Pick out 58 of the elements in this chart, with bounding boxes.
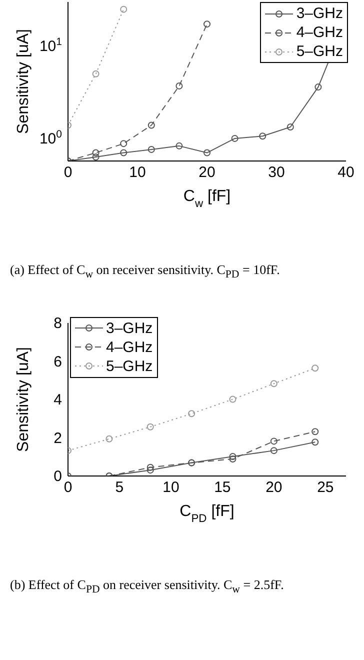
point [106,434,113,442]
y-axis-title: Sensitivity [uA] [15,346,32,452]
point [92,153,100,160]
point [229,452,236,460]
point [146,463,154,470]
x-tick-label: 20 [198,164,216,181]
x-tick-label: 40 [338,164,354,181]
point [120,140,128,148]
x-axis-title: C$_{w}$ [fF] [183,188,231,210]
point [229,455,236,462]
y-tick-label: 6 [54,352,62,370]
x-tick-label: 15 [214,478,231,496]
y-axis-title: Sensitivity [uA] [15,29,32,134]
point [176,82,183,90]
y-tick-label: 10$^{1}$ [39,36,62,56]
point [270,437,278,444]
legend-label: 5–GHz [296,43,343,60]
point [146,422,154,430]
point [286,124,294,131]
x-tick-label: 30 [268,164,285,181]
y-tick-label: 10$^{0}$ [39,128,62,148]
point [204,149,210,156]
point [120,149,128,156]
y-tick-label: 2 [54,429,62,446]
point [204,20,210,28]
y-tick-label: 4 [54,391,62,408]
x-tick-label: 5 [115,478,124,496]
point [270,380,278,387]
legend-label: 4–GHz [106,338,153,356]
x-tick-label: 25 [317,478,334,496]
point [312,428,319,435]
point [120,6,128,13]
x-tick-label: 20 [266,478,282,496]
text: (b) Effect of C$_{PD}$ on receiver sensitivity. C$_{w}$ = 2.5fF. [9,576,285,596]
legend-label: 5–GHz [106,358,153,375]
x-tick-label: 10 [129,164,146,181]
point [314,84,322,91]
point [270,446,278,454]
point [148,146,155,153]
point [148,122,155,129]
legend-label: 4–GHz [296,24,343,41]
x-axis-title: C$_{PD}$ [fF] [180,502,234,525]
point [92,149,100,156]
legend-label: 3–GHz [106,320,153,337]
point [176,142,183,150]
point [259,132,266,140]
legend-label: 3–GHz [296,5,343,22]
point [188,410,196,417]
point [312,438,319,446]
point [229,395,236,402]
point [146,466,154,474]
y-tick-label: 0 [54,468,62,485]
point [231,134,238,142]
x-tick-label: 10 [162,478,180,496]
point [312,364,319,372]
text: (a) Effect of C$_{w}$ on receiver sensitivity. C$_{PD}$ = 10fF. [9,262,281,281]
y-tick-label: 8 [54,314,62,332]
point [92,70,100,78]
